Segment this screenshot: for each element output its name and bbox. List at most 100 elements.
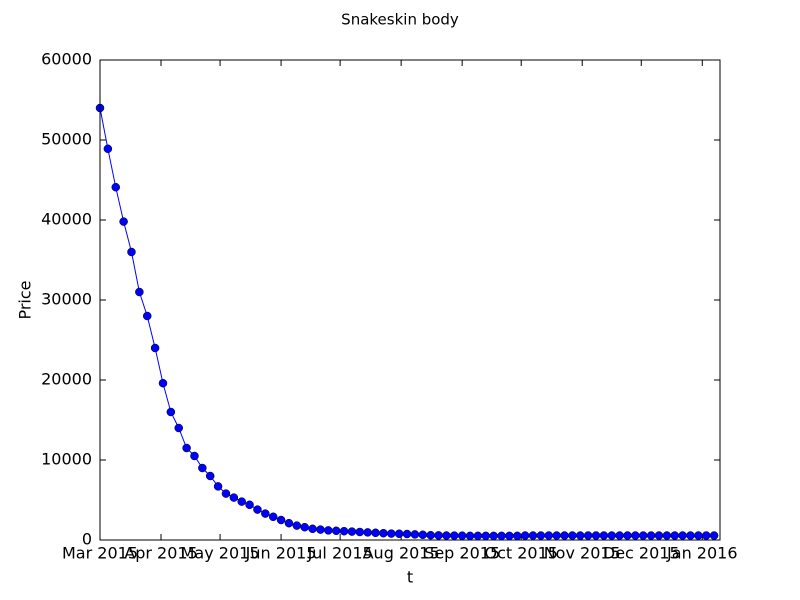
data-point bbox=[607, 531, 616, 540]
data-point bbox=[363, 528, 372, 537]
data-point bbox=[489, 531, 498, 541]
data-point bbox=[513, 531, 522, 541]
data-point bbox=[174, 423, 183, 433]
data-point bbox=[497, 531, 506, 541]
y-tick-label: 60000 bbox=[41, 50, 92, 69]
y-tick-label: 20000 bbox=[41, 370, 92, 389]
data-point bbox=[142, 311, 152, 321]
data-point bbox=[221, 489, 231, 498]
data-point bbox=[276, 515, 286, 525]
data-point bbox=[694, 531, 703, 540]
data-point bbox=[261, 509, 270, 518]
data-point bbox=[213, 482, 223, 491]
data-point bbox=[111, 182, 120, 192]
data-point bbox=[316, 525, 325, 534]
data-point bbox=[205, 471, 215, 481]
x-tick-label: Mar 2015 bbox=[62, 544, 138, 563]
data-point bbox=[418, 530, 428, 540]
x-tick-label: Dec 2015 bbox=[603, 544, 680, 563]
y-tick-label: 0 bbox=[82, 530, 92, 549]
data-point bbox=[284, 518, 294, 528]
data-point bbox=[576, 531, 585, 540]
data-point bbox=[638, 531, 648, 540]
y-tick-label: 10000 bbox=[41, 450, 92, 469]
x-tick-label: Aug 2015 bbox=[363, 544, 440, 563]
data-point bbox=[182, 443, 191, 453]
data-point bbox=[103, 144, 113, 154]
y-axis-label: Price bbox=[16, 280, 35, 319]
data-point bbox=[229, 493, 239, 502]
data-point bbox=[150, 343, 160, 353]
data-point bbox=[292, 521, 302, 530]
data-point bbox=[426, 530, 435, 540]
data-point bbox=[355, 527, 365, 537]
series-line bbox=[99, 107, 715, 537]
data-point bbox=[237, 497, 246, 506]
data-point bbox=[379, 528, 388, 538]
y-tick-label: 40000 bbox=[41, 210, 92, 229]
data-point bbox=[331, 526, 341, 536]
x-tick-label: Jan 2016 bbox=[666, 544, 737, 563]
data-point bbox=[615, 531, 624, 540]
data-point bbox=[623, 531, 632, 540]
data-point bbox=[402, 529, 412, 539]
data-point bbox=[505, 531, 514, 541]
data-point bbox=[253, 505, 262, 514]
data-point bbox=[631, 531, 640, 540]
data-point bbox=[371, 528, 380, 538]
data-point bbox=[166, 407, 176, 417]
x-tick-label: Apr 2015 bbox=[124, 544, 197, 563]
x-axis-label: t bbox=[407, 568, 413, 587]
data-point bbox=[450, 531, 459, 540]
data-point bbox=[544, 531, 554, 540]
data-point bbox=[127, 247, 136, 257]
data-point bbox=[308, 524, 317, 534]
data-point bbox=[190, 451, 199, 461]
y-tick-label: 30000 bbox=[41, 290, 92, 309]
data-point bbox=[583, 531, 593, 540]
data-point bbox=[701, 531, 711, 540]
data-point bbox=[457, 531, 467, 540]
data-point bbox=[158, 378, 168, 388]
data-point bbox=[599, 531, 609, 540]
chart-title: Snakeskin body bbox=[341, 11, 459, 29]
data-point bbox=[568, 531, 577, 540]
data-point bbox=[339, 526, 349, 536]
data-point bbox=[528, 531, 538, 540]
data-point bbox=[678, 531, 687, 540]
data-point bbox=[135, 287, 144, 297]
x-tick-label: Jun 2015 bbox=[245, 544, 317, 563]
data-point bbox=[465, 531, 475, 541]
plot-frame bbox=[99, 59, 721, 541]
data-point bbox=[324, 526, 333, 535]
data-point bbox=[442, 531, 451, 540]
data-point bbox=[591, 531, 601, 540]
data-point bbox=[670, 531, 679, 540]
x-tick-label: Oct 2015 bbox=[484, 544, 557, 563]
data-point bbox=[434, 531, 443, 540]
data-point bbox=[394, 529, 404, 539]
data-point bbox=[709, 531, 719, 540]
data-point bbox=[481, 531, 491, 541]
data-point bbox=[268, 512, 278, 522]
x-tick-label: Sep 2015 bbox=[424, 544, 500, 563]
data-point bbox=[560, 531, 569, 540]
x-tick-label: Nov 2015 bbox=[544, 544, 621, 563]
data-point bbox=[410, 530, 420, 539]
data-point bbox=[473, 531, 483, 541]
data-point bbox=[552, 531, 561, 540]
data-point bbox=[536, 531, 546, 540]
x-tick-label: May 2015 bbox=[181, 544, 260, 563]
data-point bbox=[347, 527, 357, 536]
data-point bbox=[119, 217, 128, 226]
x-tick-label: Jul 2015 bbox=[307, 544, 373, 563]
data-point bbox=[686, 531, 695, 540]
data-point bbox=[654, 531, 664, 540]
data-point bbox=[646, 531, 656, 540]
data-point bbox=[662, 531, 672, 540]
data-point bbox=[245, 500, 254, 510]
data-point bbox=[387, 529, 396, 538]
data-point bbox=[198, 463, 207, 473]
data-point bbox=[300, 522, 309, 532]
